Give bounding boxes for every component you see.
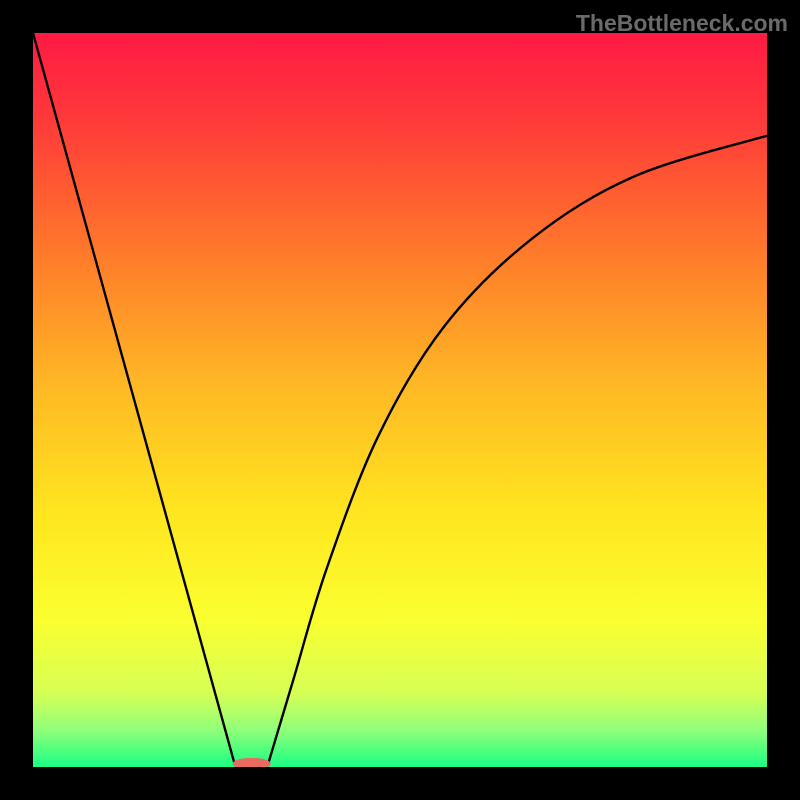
left-curve-line <box>33 33 235 765</box>
plot-area <box>33 33 767 767</box>
valley-marker <box>233 758 271 767</box>
curve-layer <box>33 33 767 767</box>
right-curve-line <box>268 136 767 765</box>
watermark-text: TheBottleneck.com <box>576 10 788 37</box>
